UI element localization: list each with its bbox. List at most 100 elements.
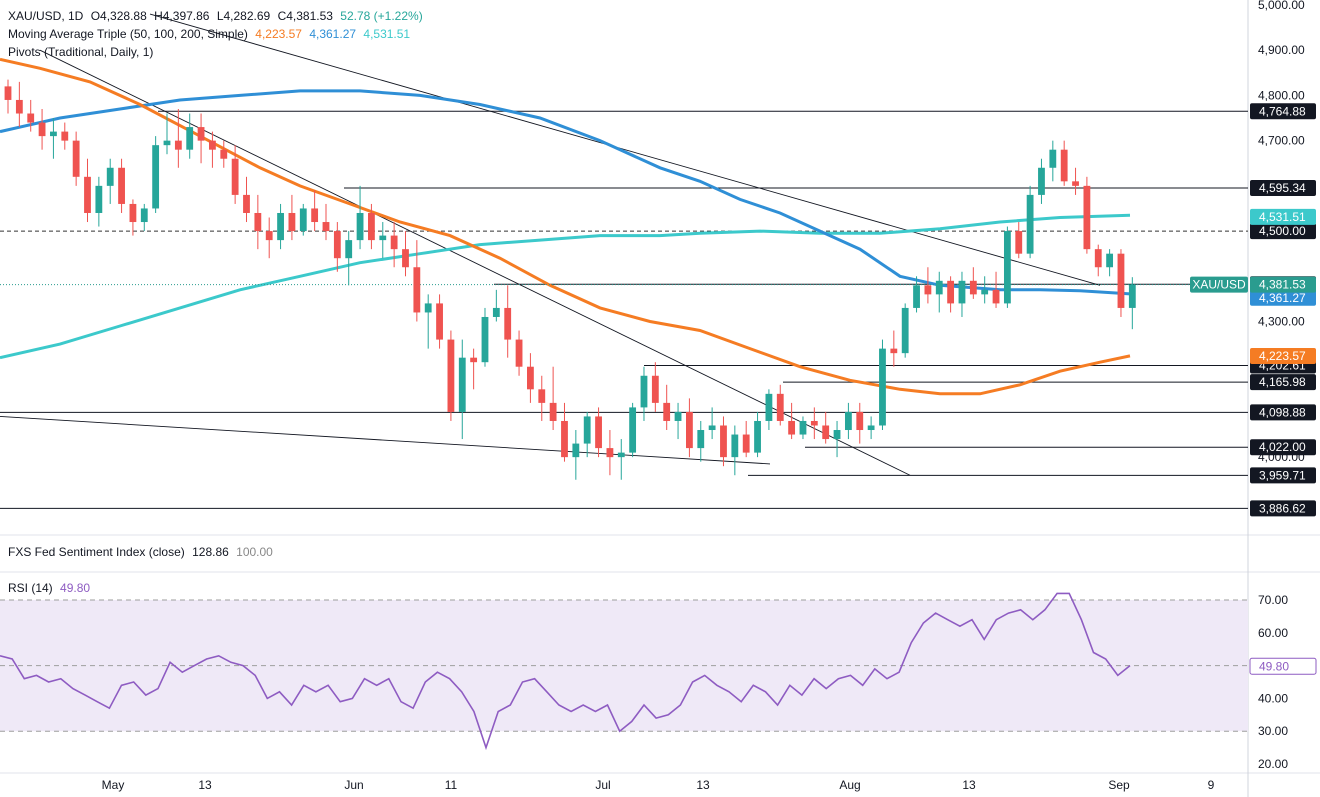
ma-legend[interactable]: Moving Average Triple (50, 100, 200, Sim…	[8, 27, 414, 41]
candle-body[interactable]	[606, 448, 614, 458]
candle-body[interactable]	[447, 339, 455, 412]
candle-body[interactable]	[720, 425, 727, 458]
candle-body[interactable]	[799, 420, 807, 435]
candle-body[interactable]	[651, 375, 659, 403]
rsi-value-tag[interactable]: 49.80	[1249, 657, 1317, 675]
candle-body[interactable]	[209, 140, 216, 150]
rsi-axis[interactable]: 70.00 60.00 40.00 30.00 20.00 49.80	[1249, 593, 1317, 771]
candle-body[interactable]	[924, 285, 932, 295]
candle-body[interactable]	[913, 285, 920, 308]
candle-body[interactable]	[697, 430, 705, 449]
candle-body[interactable]	[538, 389, 546, 403]
candle-body[interactable]	[129, 203, 137, 223]
candle-body[interactable]	[265, 231, 273, 241]
last-price-tag[interactable]: 4,381.53	[1250, 276, 1316, 293]
candle-body[interactable]	[640, 375, 648, 408]
candle-body[interactable]	[572, 443, 580, 458]
candle-body[interactable]	[50, 131, 57, 137]
candle-body[interactable]	[629, 407, 637, 453]
candle-body[interactable]	[708, 425, 716, 431]
candle-body[interactable]	[413, 267, 421, 313]
candle-body[interactable]	[1038, 167, 1045, 195]
candle-body[interactable]	[549, 402, 557, 421]
candle-body[interactable]	[118, 167, 125, 204]
candle-body[interactable]	[15, 99, 23, 114]
candle-body[interactable]	[674, 411, 682, 421]
candle-body[interactable]	[856, 411, 864, 431]
candle-body[interactable]	[402, 249, 409, 268]
candle-body[interactable]	[595, 416, 602, 449]
candle-body[interactable]	[492, 307, 500, 317]
rsi-pane[interactable]	[0, 592, 1248, 751]
candle-body[interactable]	[368, 212, 375, 241]
candle-body[interactable]	[186, 127, 194, 150]
candle-body[interactable]	[992, 289, 1000, 304]
candle-body[interactable]	[765, 393, 773, 421]
time-axis[interactable]: May 13 Jun 11 Jul 13 Aug 13 Sep 9	[102, 778, 1215, 792]
candle-body[interactable]	[822, 425, 830, 440]
candle-body[interactable]	[890, 348, 898, 354]
candle-body[interactable]	[1072, 181, 1079, 186]
candle-body[interactable]	[95, 185, 103, 213]
candle-body[interactable]	[84, 176, 91, 213]
candle-body[interactable]	[345, 240, 353, 259]
candle-body[interactable]	[810, 420, 818, 426]
candle-body[interactable]	[901, 307, 909, 354]
candle-body[interactable]	[379, 235, 387, 241]
sentiment-legend[interactable]: FXS Fed Sentiment Index (close) 128.86 1…	[8, 545, 277, 559]
candle-body[interactable]	[288, 212, 296, 232]
candle-body[interactable]	[1015, 231, 1023, 254]
candle-body[interactable]	[174, 140, 182, 150]
candle-body[interactable]	[1128, 284, 1136, 308]
candle-body[interactable]	[867, 425, 875, 431]
candle-body[interactable]	[1083, 185, 1091, 250]
candle-body[interactable]	[163, 140, 171, 146]
pivot-tag[interactable]: 4,098.88	[1250, 404, 1316, 421]
candle-body[interactable]	[220, 149, 228, 159]
pivot-tag[interactable]: 4,595.34	[1250, 179, 1316, 196]
candle-body[interactable]	[776, 393, 784, 421]
candle-body[interactable]	[754, 420, 761, 453]
candle-body[interactable]	[1049, 149, 1057, 168]
candle-body[interactable]	[481, 316, 489, 363]
candle-body[interactable]	[1060, 149, 1068, 182]
ma-tag[interactable]: 4,361.27	[1250, 289, 1316, 306]
candle-body[interactable]	[1026, 194, 1034, 254]
candle-body[interactable]	[504, 307, 512, 340]
candle-body[interactable]	[879, 348, 886, 426]
price-axis[interactable]: 5,000.00 4,900.00 4,800.00 4,700.00 4,300.00…	[1250, 0, 1316, 517]
candle-body[interactable]	[470, 357, 478, 363]
pivot-tag[interactable]: 4,764.88	[1250, 103, 1316, 120]
rsi-legend[interactable]: RSI (14) 49.80	[8, 581, 94, 595]
candle-body[interactable]	[1106, 253, 1114, 268]
candle-body[interactable]	[140, 208, 148, 223]
candle-body[interactable]	[356, 212, 364, 241]
candle-body[interactable]	[61, 131, 69, 141]
candle-body[interactable]	[617, 452, 625, 458]
candle-body[interactable]	[27, 113, 35, 123]
candle-body[interactable]	[311, 208, 319, 223]
pivot-tag[interactable]: 3,959.71	[1250, 467, 1316, 484]
candle-body[interactable]	[833, 430, 841, 440]
candle-body[interactable]	[390, 235, 398, 250]
candle-body[interactable]	[969, 280, 977, 295]
candle-body[interactable]	[152, 145, 160, 209]
candle-body[interactable]	[844, 411, 852, 431]
candle-body[interactable]	[1117, 253, 1125, 308]
pivot-tag[interactable]: 4,165.98	[1250, 374, 1316, 391]
candle-body[interactable]	[527, 366, 534, 390]
candle-body[interactable]	[515, 339, 523, 367]
candle-body[interactable]	[663, 402, 671, 421]
candle-body[interactable]	[583, 416, 591, 444]
candle-body[interactable]	[243, 194, 250, 213]
ma-tag[interactable]: 4,531.51	[1250, 208, 1316, 225]
candle-body[interactable]	[686, 411, 693, 449]
candle-body[interactable]	[277, 212, 284, 241]
ref-level-tag[interactable]: 4,500.00	[1250, 223, 1316, 240]
pivot-tag[interactable]: 4,022.00	[1250, 439, 1316, 456]
candle-body[interactable]	[4, 86, 12, 100]
candle-body[interactable]	[254, 212, 262, 232]
candle-body[interactable]	[72, 140, 80, 177]
price-pane[interactable]: XAU/USD	[0, 13, 1248, 509]
